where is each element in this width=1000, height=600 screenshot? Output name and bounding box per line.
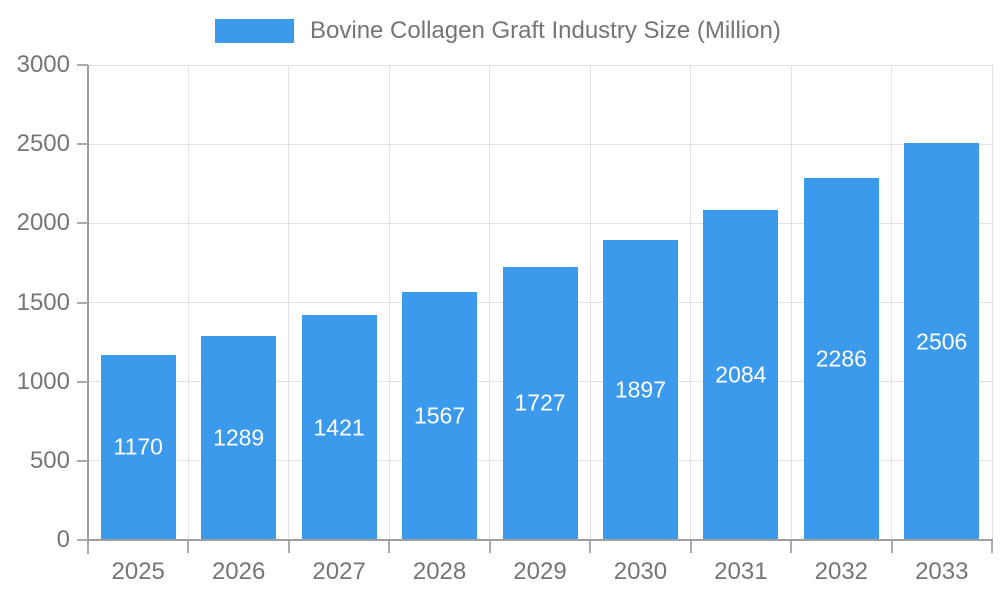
x-tick-mark-2	[287, 541, 290, 553]
v-gridline-4	[489, 65, 491, 540]
bar-value-label-2026: 1289	[213, 424, 265, 451]
bar-value-label-2029: 1727	[514, 389, 566, 416]
bar-2026[interactable]: 1289	[201, 335, 277, 540]
bar-2032[interactable]: 2286	[803, 178, 879, 540]
x-tick-label-2028: 2028	[412, 558, 467, 585]
x-tick-label-2026: 2026	[211, 558, 266, 585]
y-tick-label-2000: 2000	[16, 209, 70, 237]
v-gridline-6	[690, 65, 692, 540]
bar-value-label-2030: 1897	[614, 376, 667, 403]
bar-value-label-2025: 1170	[113, 433, 163, 460]
bar-2027[interactable]: 1421	[301, 315, 377, 540]
y-tick-mark-0	[77, 539, 88, 541]
bar-value-label-2028: 1567	[413, 402, 466, 429]
x-tick-label-2029: 2029	[513, 558, 567, 585]
h-gridline-3000	[88, 64, 992, 66]
x-axis-line	[87, 539, 993, 541]
y-tick-label-2500: 2500	[16, 130, 70, 158]
x-tick-mark-3	[388, 541, 391, 553]
y-tick-label-1000: 1000	[16, 367, 70, 395]
x-tick-mark-8	[890, 541, 893, 553]
y-axis-line	[87, 65, 89, 554]
x-tick-label-2025: 2025	[111, 558, 165, 585]
y-tick-mark-3000	[77, 64, 88, 66]
y-tick-mark-1500	[77, 301, 88, 304]
bar-2025[interactable]: 1170	[100, 354, 176, 540]
x-tick-label-2030: 2030	[613, 558, 668, 585]
v-gridline-3	[388, 65, 390, 540]
y-tick-mark-2500	[77, 143, 88, 146]
bar-2030[interactable]: 1897	[602, 239, 678, 540]
bar-2029[interactable]: 1727	[502, 266, 578, 540]
bar-value-label-2031: 2084	[715, 361, 767, 388]
bar-2031[interactable]: 2084	[703, 210, 779, 540]
x-tick-label-2031: 2031	[714, 558, 768, 585]
v-gridline-2	[288, 65, 290, 540]
x-tick-mark-7	[790, 541, 793, 553]
h-gridline-2000	[88, 222, 992, 224]
x-tick-mark-0	[87, 541, 89, 553]
y-tick-label-1500: 1500	[16, 288, 70, 316]
v-gridline-5	[589, 65, 591, 540]
v-gridline-8	[891, 65, 893, 540]
y-tick-label-500: 500	[29, 446, 70, 474]
y-tick-label-3000: 3000	[16, 51, 70, 78]
v-gridline-9	[991, 65, 993, 540]
y-tick-mark-2000	[77, 222, 88, 225]
x-tick-mark-9	[991, 541, 993, 553]
y-tick-mark-1000	[77, 380, 88, 383]
x-tick-mark-4	[488, 541, 491, 553]
bar-value-label-2033: 2506	[916, 328, 968, 355]
bar-value-label-2032: 2286	[815, 345, 867, 372]
h-gridline-2500	[88, 143, 992, 145]
v-gridline-7	[790, 65, 792, 540]
x-tick-mark-1	[187, 541, 190, 553]
bar-2028[interactable]: 1567	[402, 291, 478, 540]
x-tick-label-2032: 2032	[814, 558, 869, 585]
x-tick-label-2033: 2033	[915, 558, 969, 585]
y-tick-label-0: 0	[56, 526, 70, 553]
legend-label: Bovine Collagen Graft Industry Size (Mil…	[310, 17, 781, 44]
legend-swatch-icon	[215, 19, 294, 43]
bar-value-label-2027: 1421	[313, 414, 365, 440]
bar-2033[interactable]: 2506	[904, 143, 980, 540]
plot-area: 1170 1289 1421 1567 1727 1897 2084 2286 2506	[88, 64, 993, 540]
y-tick-mark-500	[77, 459, 88, 462]
v-gridline-1	[187, 65, 189, 540]
legend[interactable]: Bovine Collagen Graft Industry Size (Mil…	[215, 19, 781, 43]
x-tick-mark-5	[589, 541, 592, 553]
x-tick-mark-6	[689, 541, 692, 553]
x-tick-label-2027: 2027	[312, 558, 366, 585]
